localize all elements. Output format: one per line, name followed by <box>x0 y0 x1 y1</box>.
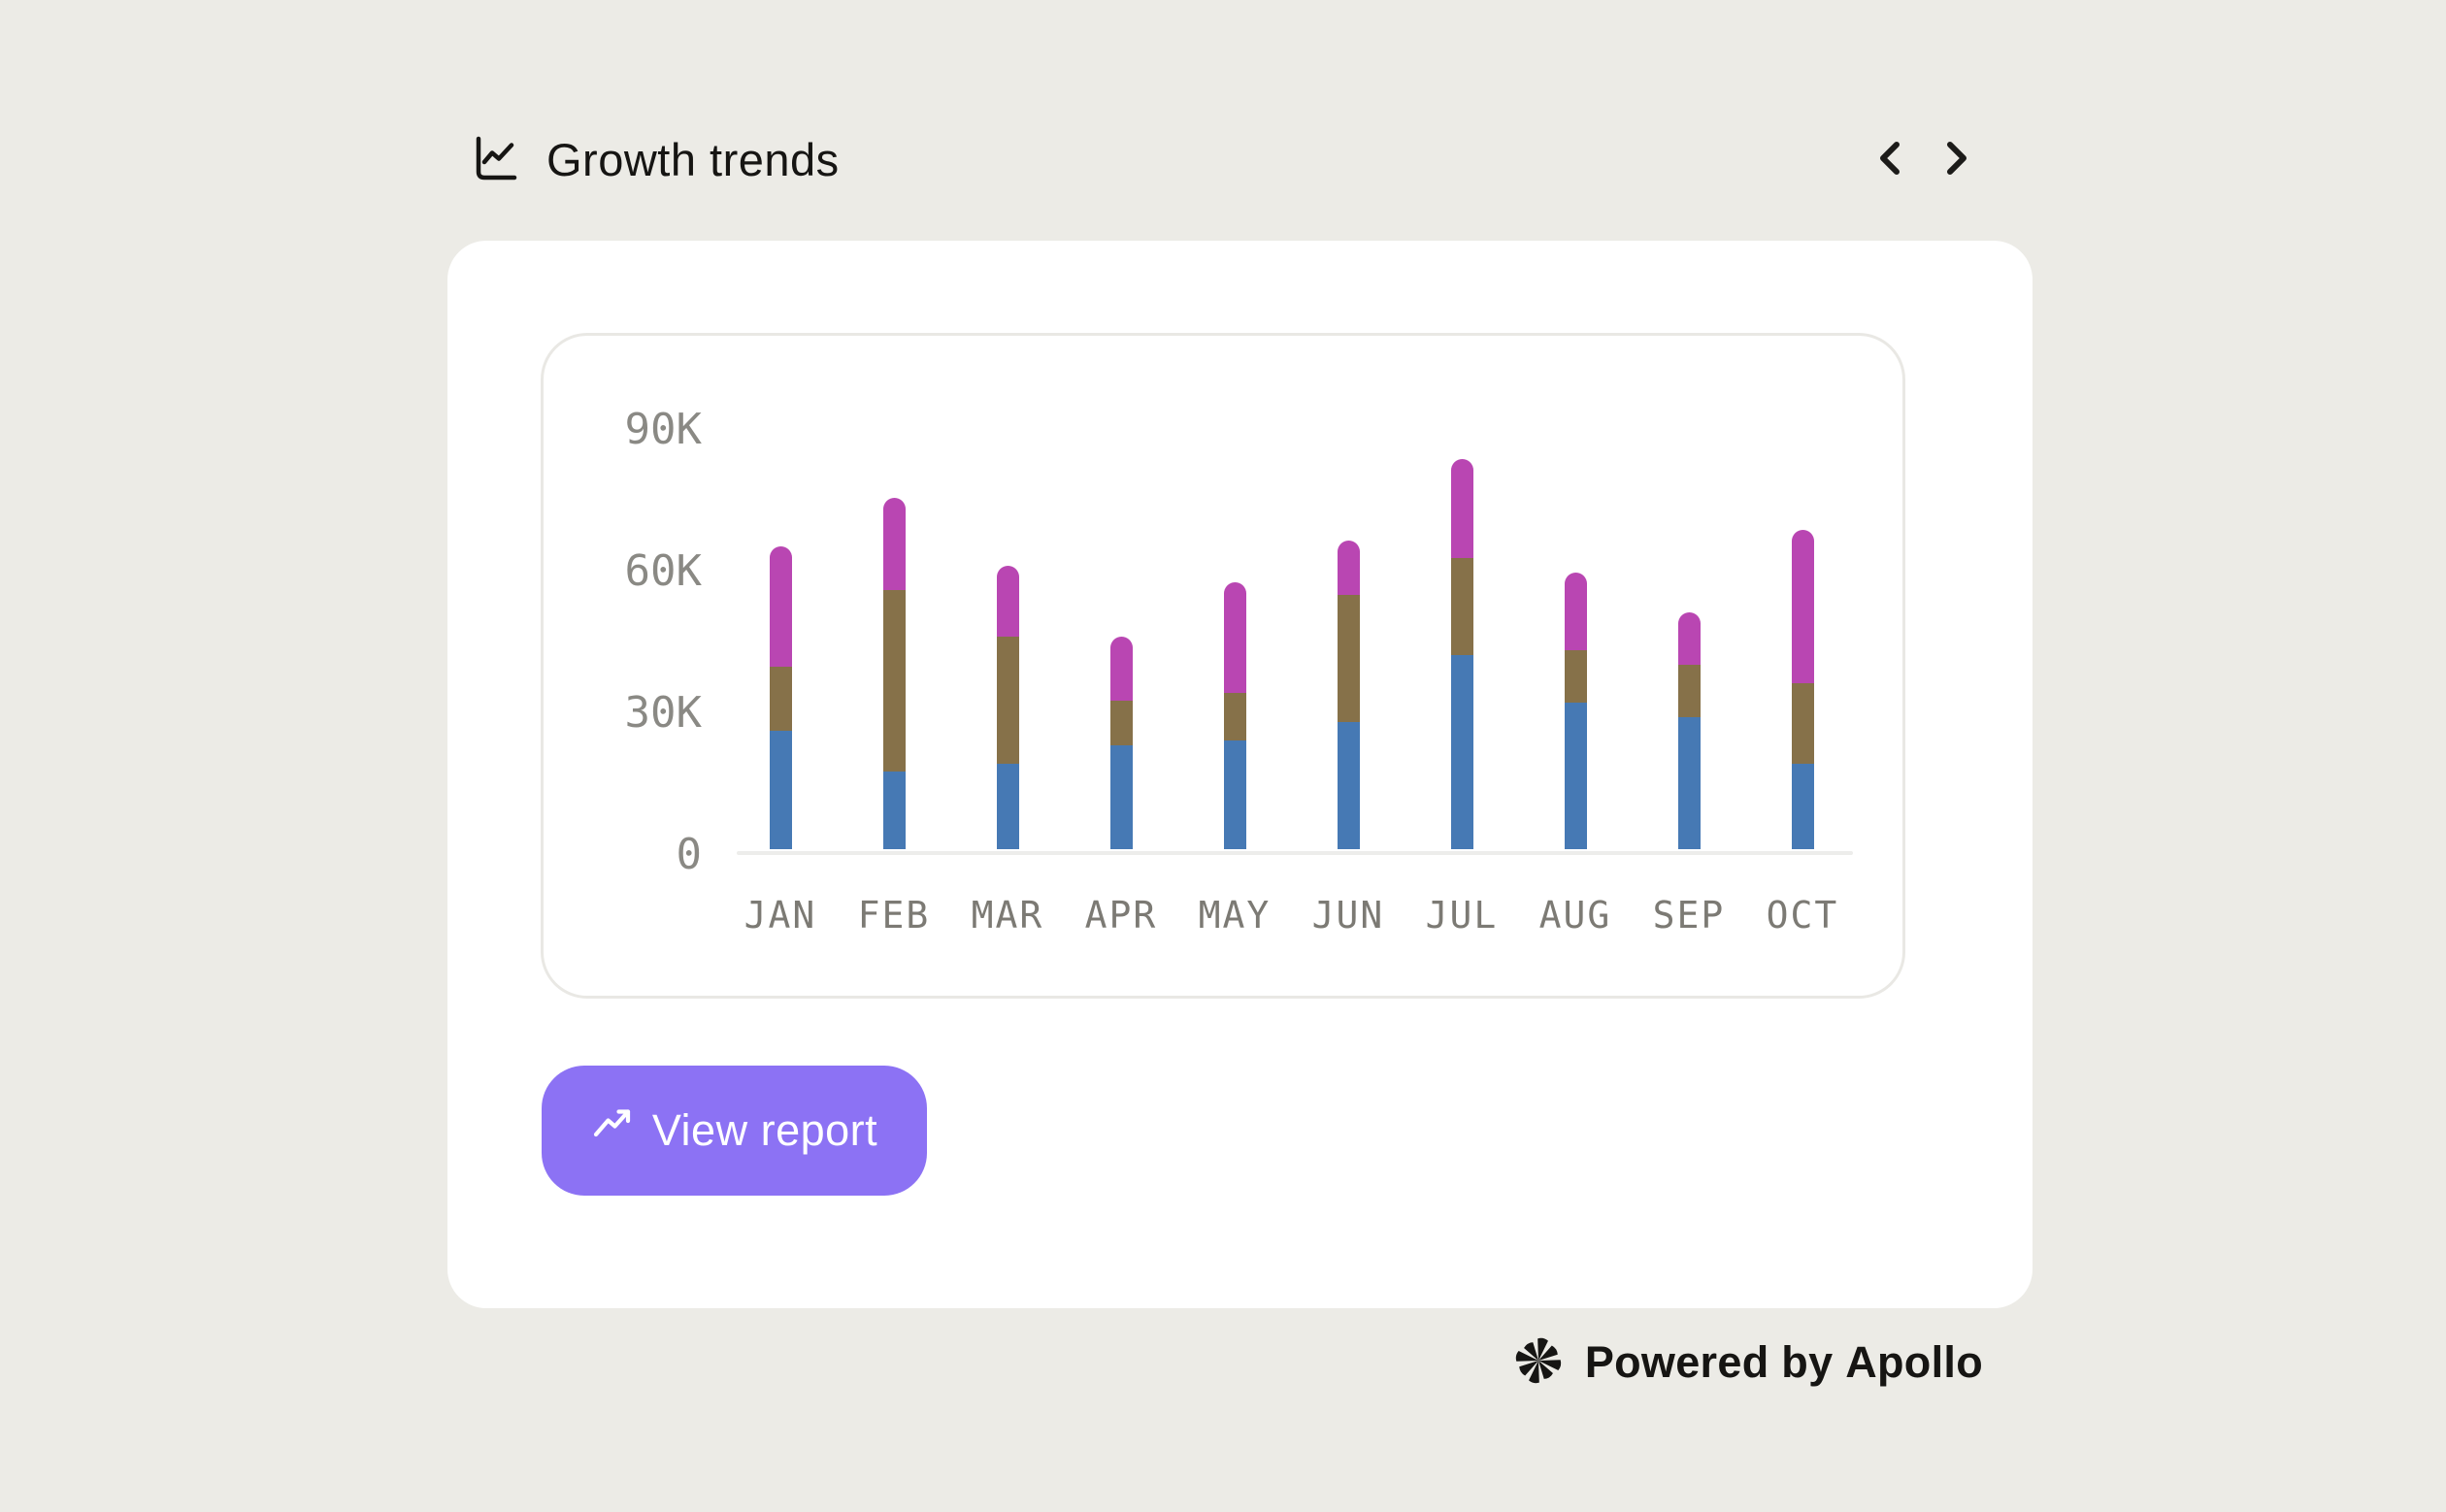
bar-may <box>1223 582 1246 849</box>
bar-aug-segment-top <box>1564 573 1587 650</box>
bar-feb-segment-bottom <box>882 772 906 849</box>
x-axis-label-sep: SEP <box>1652 894 1726 937</box>
y-axis-label-60k: 60K <box>624 546 702 596</box>
x-axis-label-jul: JUL <box>1425 894 1499 937</box>
bar-feb-segment-middle <box>882 590 906 772</box>
bar-aug-segment-bottom <box>1564 703 1587 849</box>
bar-may-segment-middle <box>1223 693 1246 740</box>
bar-feb-segment-top <box>882 498 906 590</box>
bar-may-segment-bottom <box>1223 740 1246 849</box>
bar-oct <box>1791 530 1814 849</box>
bar-jan-segment-top <box>769 546 792 667</box>
bar-oct-segment-top <box>1791 530 1814 683</box>
bar-jan <box>769 546 792 849</box>
x-axis-label-may: MAY <box>1198 894 1272 937</box>
line-chart-icon <box>469 132 523 186</box>
chart-panel: 90K 60K 30K 0 JAN FEB MAR APR MAY JUN JUL AUG SEP OCT <box>541 333 1905 999</box>
bar-jul-segment-top <box>1450 459 1473 558</box>
bar-apr-segment-top <box>1109 637 1133 701</box>
x-axis-label-feb: FEB <box>857 894 931 937</box>
bar-sep-segment-top <box>1677 612 1701 665</box>
view-report-label: View report <box>651 1105 878 1155</box>
bar-mar-segment-bottom <box>996 764 1019 849</box>
bar-jun-segment-bottom <box>1337 722 1360 849</box>
bar-aug-segment-middle <box>1564 650 1587 703</box>
y-axis-label-30k: 30K <box>624 688 702 738</box>
view-report-button[interactable]: View report <box>542 1066 927 1196</box>
trending-up-icon <box>591 1105 636 1156</box>
prev-button[interactable] <box>1870 138 1913 181</box>
brand-name: Apollo <box>1845 1337 1983 1387</box>
x-axis-label-jun: JUN <box>1311 894 1385 937</box>
bar-apr <box>1109 637 1133 849</box>
x-axis-label-oct: OCT <box>1766 894 1839 937</box>
bar-feb <box>882 498 906 849</box>
powered-by-apollo[interactable]: Powered by Apollo <box>1511 1331 1983 1394</box>
page-title: Growth trends <box>546 133 840 185</box>
bar-jan-segment-middle <box>769 667 792 731</box>
bar-sep <box>1677 612 1701 849</box>
bar-sep-segment-middle <box>1677 665 1701 717</box>
bar-jul-segment-middle <box>1450 558 1473 655</box>
chevron-right-icon <box>1935 139 1974 181</box>
widget-header: Growth trends <box>447 124 2033 194</box>
apollo-asterisk-logo-icon <box>1511 1333 1566 1393</box>
bar-oct-segment-middle <box>1791 683 1814 764</box>
x-axis-label-jan: JAN <box>744 894 817 937</box>
chevron-left-icon <box>1872 139 1911 181</box>
bar-aug <box>1564 573 1587 849</box>
bar-jul <box>1450 459 1473 849</box>
bar-apr-segment-bottom <box>1109 745 1133 849</box>
x-axis-label-apr: APR <box>1084 894 1158 937</box>
x-axis-label-mar: MAR <box>971 894 1044 937</box>
bar-jun-segment-middle <box>1337 595 1360 722</box>
bar-sep-segment-bottom <box>1677 717 1701 849</box>
y-axis-label-0: 0 <box>676 830 703 879</box>
y-axis-label-90k: 90K <box>624 405 702 454</box>
bar-mar-segment-middle <box>996 637 1019 764</box>
bar-mar <box>996 566 1019 849</box>
x-axis-baseline <box>737 851 1853 855</box>
bar-jan-segment-bottom <box>769 731 792 849</box>
bar-mar-segment-top <box>996 566 1019 637</box>
bar-jul-segment-bottom <box>1450 655 1473 849</box>
next-button[interactable] <box>1934 138 1976 181</box>
x-axis-label-aug: AUG <box>1538 894 1612 937</box>
bar-oct-segment-bottom <box>1791 764 1814 849</box>
bar-apr-segment-middle <box>1109 701 1133 745</box>
bar-jun <box>1337 541 1360 849</box>
bar-may-segment-top <box>1223 582 1246 693</box>
bar-jun-segment-top <box>1337 541 1360 595</box>
growth-trends-card: 90K 60K 30K 0 JAN FEB MAR APR MAY JUN JUL AUG SEP OCT… <box>447 241 2033 1308</box>
powered-by-text: Powered by Apollo <box>1584 1337 1983 1387</box>
